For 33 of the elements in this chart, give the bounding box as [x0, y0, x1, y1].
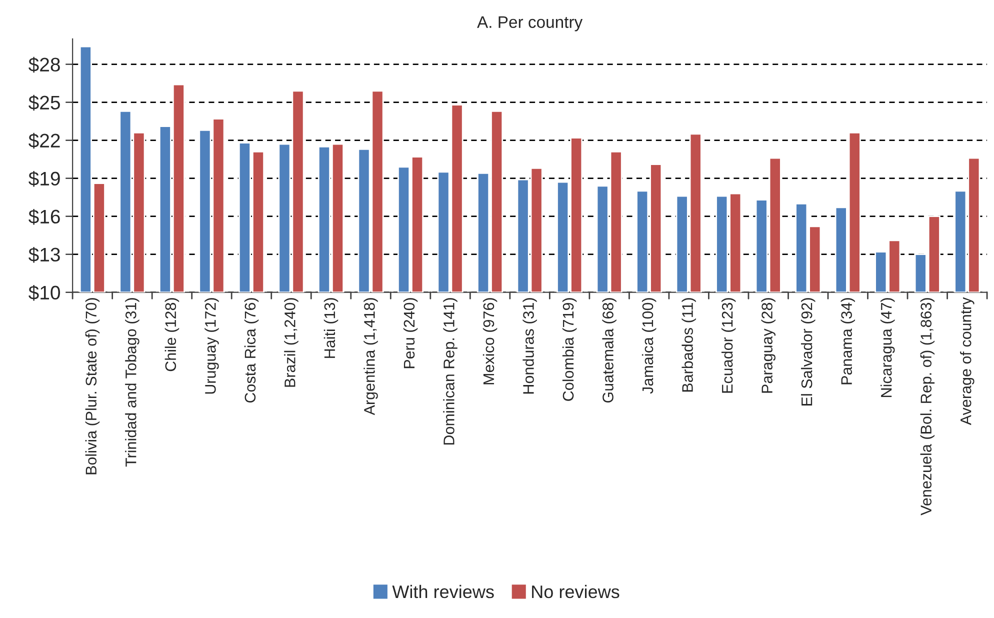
x-tick-label: Chile (128) [164, 298, 180, 372]
y-tick-label: $13 [28, 246, 60, 263]
x-tick-label: Uruguay (172) [204, 298, 219, 394]
x-tick-label: Average of country [960, 297, 974, 426]
y-tick-label: $28 [28, 56, 60, 73]
x-tick-label: Costa Rica (76) [244, 298, 259, 403]
y-tick-label: $10 [28, 284, 60, 301]
x-tick-label: Colombia (719) [562, 298, 577, 401]
x-tick-label: Haiti (13) [324, 298, 338, 358]
x-tick-label: Peru (240) [403, 298, 418, 368]
x-tick-label: Argentina (1,418) [364, 298, 378, 416]
y-tick-label: $22 [28, 132, 60, 149]
y-tick-label: $16 [28, 208, 60, 225]
x-tick-label: Honduras (31) [522, 298, 537, 394]
x-tick-label: Bolivia (Plur. State of) (70) [85, 298, 100, 474]
y-tick-label: $19 [28, 170, 60, 187]
x-tick-label: Nicaragua (47) [880, 298, 895, 397]
y-tick-label: $25 [28, 94, 60, 111]
x-tick-label: Ecuador (123) [721, 298, 736, 393]
legend-label: No reviews [532, 584, 620, 598]
x-tick-label: Dominican Rep. (141) [443, 298, 458, 445]
x-tick-label: Panama (34) [840, 298, 855, 384]
x-tick-label: Jamaica (100) [642, 298, 656, 394]
x-tick-label: Venezuela (Bol. Rep. of) (1,863) [920, 298, 935, 516]
x-tick-label: Paraguay (28) [761, 298, 776, 393]
chart-title: A. Per country [477, 16, 583, 32]
x-tick-label: Mexico (976) [482, 298, 498, 384]
x-tick-label: Barbados (11) [682, 298, 696, 392]
x-tick-label: El Salvador (92) [801, 298, 816, 406]
x-tick-label: Brazil (1,240) [284, 298, 298, 387]
x-tick-label: Trinidad and Tobago (31) [125, 298, 140, 467]
x-tick-label: Guatemala (68) [602, 298, 616, 403]
legend-label: With reviews [392, 584, 494, 598]
